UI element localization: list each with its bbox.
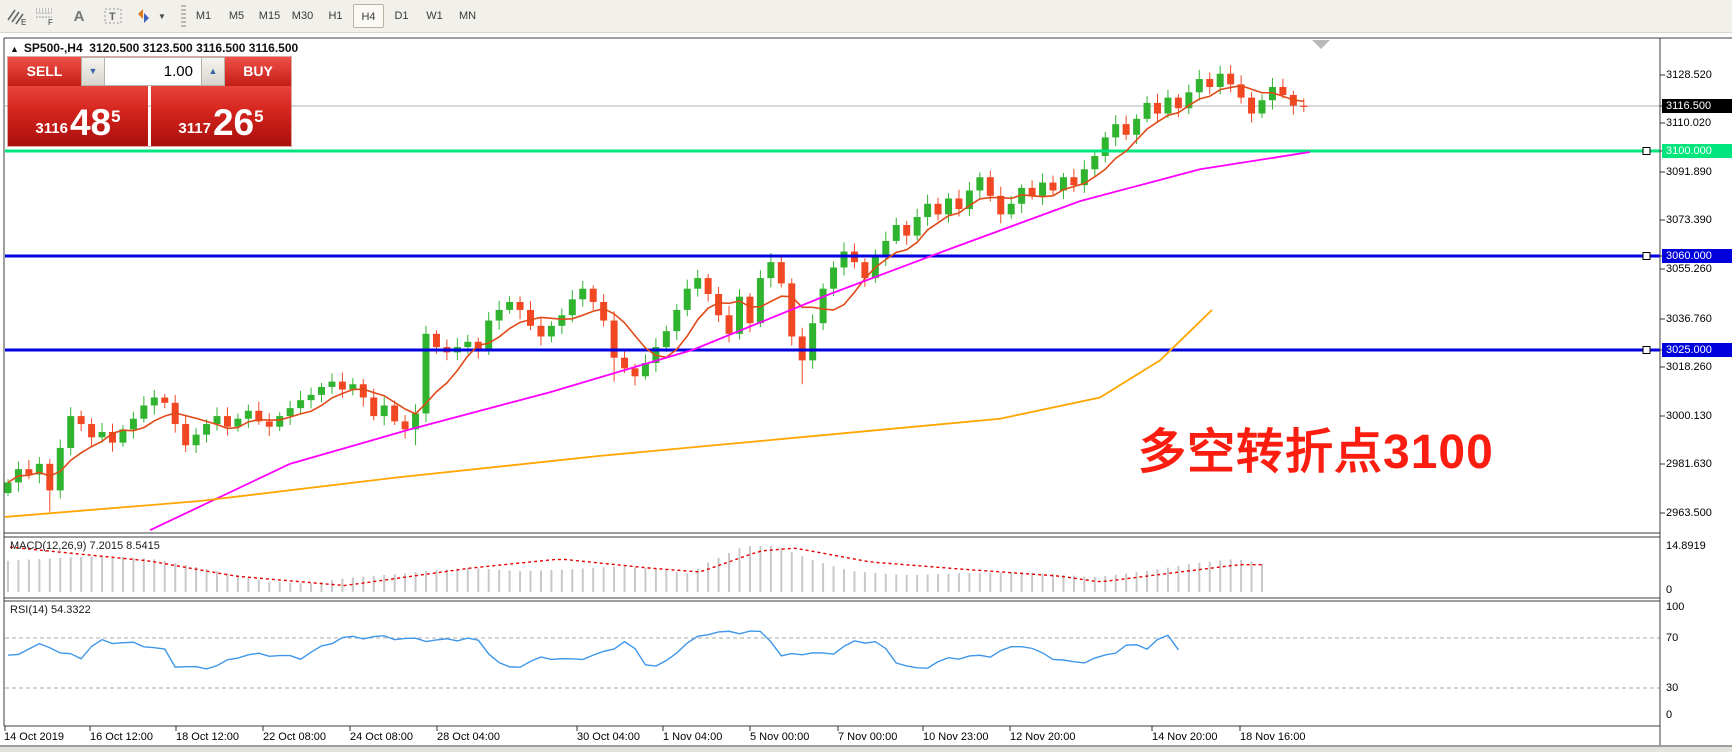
text-label-icon[interactable]: A bbox=[73, 7, 85, 25]
one-click-trade-panel: SELL ▼ ▲ BUY 3116 48 5 3117 26 5 bbox=[8, 57, 291, 146]
price-axis-label: 3055.260 bbox=[1666, 263, 1712, 275]
toolbar-drag-handle[interactable] bbox=[181, 5, 186, 27]
chart-symbol-header: ▲ SP500-,H4 3120.500 3123.500 3116.500 31… bbox=[10, 41, 298, 55]
time-axis-label: 30 Oct 04:00 bbox=[577, 731, 640, 743]
qty-increase-button[interactable]: ▲ bbox=[201, 57, 225, 86]
sell-button[interactable]: SELL bbox=[8, 57, 81, 86]
time-axis-label: 5 Nov 00:00 bbox=[750, 731, 810, 743]
svg-text:F: F bbox=[48, 18, 53, 26]
timeframe-button-w1[interactable]: W1 bbox=[426, 10, 443, 22]
buy-price-sup: 5 bbox=[254, 107, 264, 126]
time-axis-label: 12 Nov 20:00 bbox=[1010, 731, 1076, 743]
quantity-input[interactable] bbox=[105, 58, 201, 85]
price-axis-label: 3018.260 bbox=[1666, 361, 1712, 373]
time-axis-label: 1 Nov 04:00 bbox=[663, 731, 723, 743]
indicator-panels-layer bbox=[5, 545, 1660, 689]
symbol-period: SP500-,H4 bbox=[23, 41, 83, 55]
buy-price-box[interactable]: 3117 26 5 bbox=[151, 86, 291, 146]
collapse-panel-icon[interactable]: ▲ bbox=[10, 44, 19, 54]
time-axis-label: 16 Oct 12:00 bbox=[90, 731, 153, 743]
price-axis-label: 3128.520 bbox=[1666, 69, 1712, 81]
toolbar: E F A T ▼ M1 M5 M15 M30 H1 H4 D1 W1 MN bbox=[0, 0, 1732, 33]
timeframe-button-m15[interactable]: M15 bbox=[258, 10, 281, 22]
arrows-objects-icon[interactable]: ▼ bbox=[130, 3, 170, 29]
current-price-tag: 3116.500 bbox=[1662, 99, 1732, 113]
expert-advisors-icon[interactable]: E bbox=[2, 3, 32, 29]
rsi-label: RSI(14) 54.3322 bbox=[10, 604, 91, 616]
timeframe-button-h1[interactable]: H1 bbox=[328, 10, 343, 22]
qty-decrease-button[interactable]: ▼ bbox=[81, 57, 105, 86]
chart-text-annotation: 多空转折点3100 bbox=[1138, 426, 1494, 479]
indicator-axis-label: 30 bbox=[1666, 682, 1679, 694]
symbol-ohlc: 3120.500 3123.500 3116.500 3116.500 bbox=[89, 41, 299, 55]
sell-price-prefix: 3116 bbox=[35, 120, 68, 137]
chevron-down-icon: ▼ bbox=[158, 11, 166, 21]
timeframe-button-m1[interactable]: M1 bbox=[195, 10, 212, 22]
price-axis-label: 2981.630 bbox=[1666, 458, 1712, 470]
time-axis-label: 10 Nov 23:00 bbox=[923, 731, 989, 743]
price-axis-label: 2963.500 bbox=[1666, 507, 1712, 519]
indicator-axis-label: 70 bbox=[1666, 632, 1679, 644]
buy-price-big: 26 bbox=[212, 102, 255, 143]
timeframe-button-m30[interactable]: M30 bbox=[291, 10, 314, 22]
price-axis-label: 3073.390 bbox=[1666, 214, 1712, 226]
chart-grid-icon[interactable]: F bbox=[30, 3, 60, 29]
sell-price-box[interactable]: 3116 48 5 bbox=[8, 86, 148, 146]
buy-button[interactable]: BUY bbox=[225, 57, 291, 86]
price-axis-label: 3036.760 bbox=[1666, 313, 1712, 325]
time-axis-label: 18 Oct 12:00 bbox=[176, 731, 239, 743]
moving-averages-layer bbox=[4, 84, 1311, 532]
svg-text:T: T bbox=[109, 11, 116, 23]
panel-borders bbox=[0, 37, 1732, 747]
timeframe-button-d1[interactable]: D1 bbox=[394, 10, 409, 22]
time-axis-label: 22 Oct 08:00 bbox=[263, 731, 326, 743]
indicator-axis-label: 100 bbox=[1666, 601, 1685, 613]
indicator-axis-label: 0 bbox=[1666, 584, 1673, 596]
timeframe-button-m5[interactable]: M5 bbox=[228, 10, 245, 22]
price-axis-label: 3000.130 bbox=[1666, 410, 1712, 422]
time-axis-label: 14 Nov 20:00 bbox=[1152, 731, 1218, 743]
level-price-tag: 3025.000 bbox=[1662, 343, 1732, 357]
level-price-tag: 3100.000 bbox=[1662, 144, 1732, 158]
price-axis-label: 3091.890 bbox=[1666, 166, 1712, 178]
sell-price-big: 48 bbox=[69, 102, 112, 143]
indicator-axis-label: 14.8919 bbox=[1666, 540, 1706, 552]
macd-label: MACD(12,26,9) 7.2015 8.5415 bbox=[10, 540, 160, 552]
level-price-tag: 3060.000 bbox=[1662, 249, 1732, 263]
horizontal-scrollbar[interactable] bbox=[0, 747, 1732, 752]
time-axis-label: 14 Oct 2019 bbox=[4, 731, 64, 743]
svg-text:E: E bbox=[21, 18, 26, 26]
timeframe-button-mn[interactable]: MN bbox=[458, 10, 477, 22]
time-axis-label: 24 Oct 08:00 bbox=[350, 731, 413, 743]
indicator-axis-label: 0 bbox=[1666, 709, 1673, 721]
time-axis-label: 18 Nov 16:00 bbox=[1240, 731, 1306, 743]
buy-price-prefix: 3117 bbox=[178, 120, 211, 137]
time-axis-label: 7 Nov 00:00 bbox=[838, 731, 898, 743]
timeframe-button-h4[interactable]: H4 bbox=[353, 4, 384, 28]
sell-price-sup: 5 bbox=[111, 107, 121, 126]
text-box-icon[interactable]: T bbox=[98, 3, 128, 29]
time-axis-label: 28 Oct 04:00 bbox=[437, 731, 500, 743]
price-axis-label: 3110.020 bbox=[1666, 117, 1712, 129]
auto-scroll-icon bbox=[1312, 40, 1330, 49]
hlines-layer[interactable] bbox=[5, 147, 1660, 354]
